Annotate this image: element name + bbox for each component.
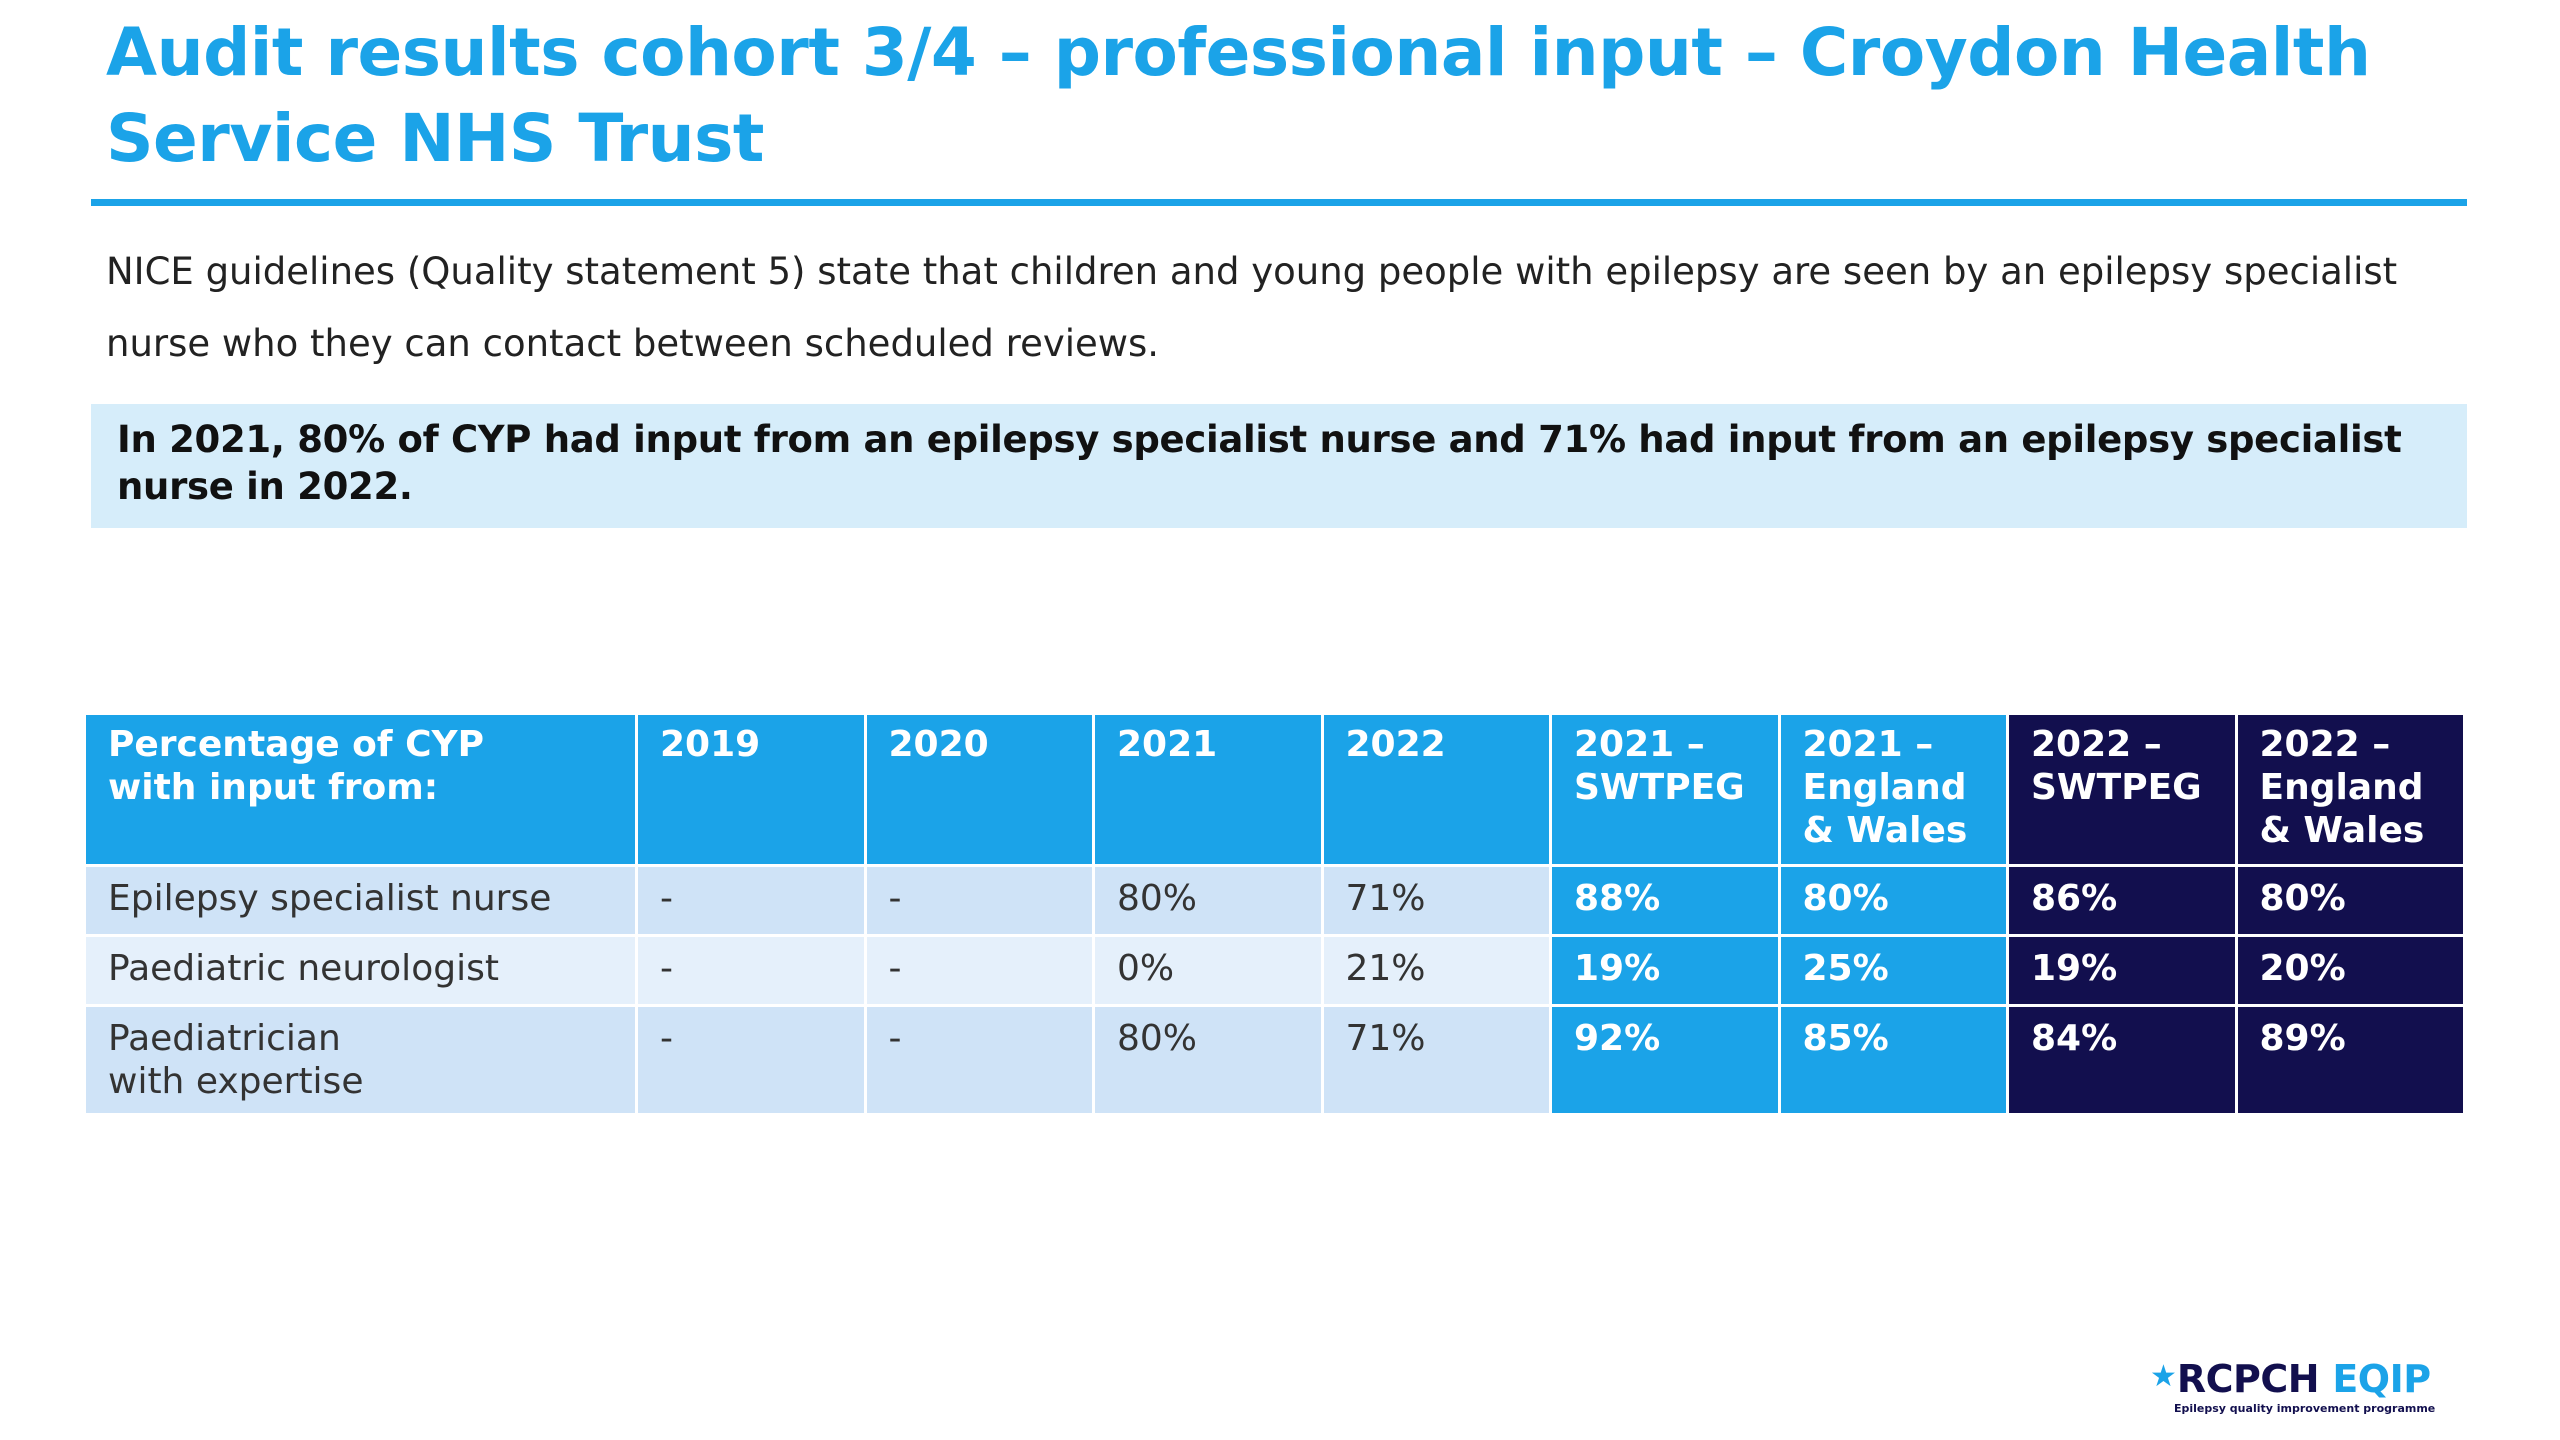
table-cell: 80%	[2234, 864, 2466, 937]
table-row: Paediatrician with expertise - - 80% 71%…	[83, 1004, 2466, 1116]
table-header-row: Percentage of CYP with input from: 2019 …	[83, 712, 2466, 867]
table-cell: -	[863, 864, 1095, 937]
professional-input-table: Percentage of CYP with input from: 2019 …	[83, 712, 2466, 1116]
header-2022-swtpeg: 2022 – SWTPEG	[2006, 712, 2238, 867]
table-cell: 89%	[2234, 1004, 2466, 1116]
table-cell: 80%	[1092, 864, 1324, 937]
rcpch-eqip-logo: ★RCPCH EQIP Epilepsy quality improvement…	[2150, 1354, 2480, 1426]
table-cell: 20%	[2234, 934, 2466, 1007]
table-cell: 80%	[1777, 864, 2009, 937]
table-cell: -	[635, 934, 867, 1007]
logo-wordmark: ★RCPCH EQIP	[2150, 1354, 2431, 1402]
header-2022-england-wales: 2022 – England & Wales	[2234, 712, 2466, 867]
logo-rcpch-text: RCPCH	[2176, 1357, 2320, 1401]
table-row: Paediatric neurologist - - 0% 21% 19% 25…	[83, 934, 2466, 1007]
header-2022: 2022	[1320, 712, 1552, 867]
row-label: Epilepsy specialist nurse	[83, 864, 638, 937]
page-title: Audit results cohort 3/4 – professional …	[106, 14, 2371, 177]
table-cell: 71%	[1320, 1004, 1552, 1116]
header-2021-swtpeg: 2021 – SWTPEG	[1549, 712, 1781, 867]
table-row: Epilepsy specialist nurse - - 80% 71% 88…	[83, 864, 2466, 937]
header-2020: 2020	[863, 712, 1095, 867]
table-cell: 80%	[1092, 1004, 1324, 1116]
row-label: Paediatric neurologist	[83, 934, 638, 1007]
table-cell: -	[635, 1004, 867, 1116]
row-label: Paediatrician with expertise	[83, 1004, 638, 1116]
table-cell: 21%	[1320, 934, 1552, 1007]
table-cell: 19%	[2006, 934, 2238, 1007]
table-cell: -	[863, 934, 1095, 1007]
table-cell: -	[635, 864, 867, 937]
header-2021-england-wales: 2021 – England & Wales	[1777, 712, 2009, 867]
table-cell: -	[863, 1004, 1095, 1116]
logo-tagline: Epilepsy quality improvement programme	[2174, 1402, 2436, 1415]
logo-eqip-text: EQIP	[2332, 1357, 2431, 1401]
table-cell: 84%	[2006, 1004, 2238, 1116]
table-cell: 19%	[1549, 934, 1781, 1007]
header-professional: Percentage of CYP with input from:	[83, 712, 638, 867]
star-icon: ★	[2150, 1359, 2177, 1394]
table-cell: 0%	[1092, 934, 1324, 1007]
header-2019: 2019	[635, 712, 867, 867]
table-cell: 85%	[1777, 1004, 2009, 1116]
intro-paragraph: NICE guidelines (Quality statement 5) st…	[106, 250, 2398, 365]
key-finding-callout: In 2021, 80% of CYP had input from an ep…	[91, 404, 2467, 528]
table-cell: 92%	[1549, 1004, 1781, 1116]
table-cell: 86%	[2006, 864, 2238, 937]
header-2021: 2021	[1092, 712, 1324, 867]
key-finding-text: In 2021, 80% of CYP had input from an ep…	[117, 418, 2402, 508]
table-cell: 71%	[1320, 864, 1552, 937]
table-cell: 25%	[1777, 934, 2009, 1007]
table-cell: 88%	[1549, 864, 1781, 937]
title-divider	[91, 199, 2467, 206]
